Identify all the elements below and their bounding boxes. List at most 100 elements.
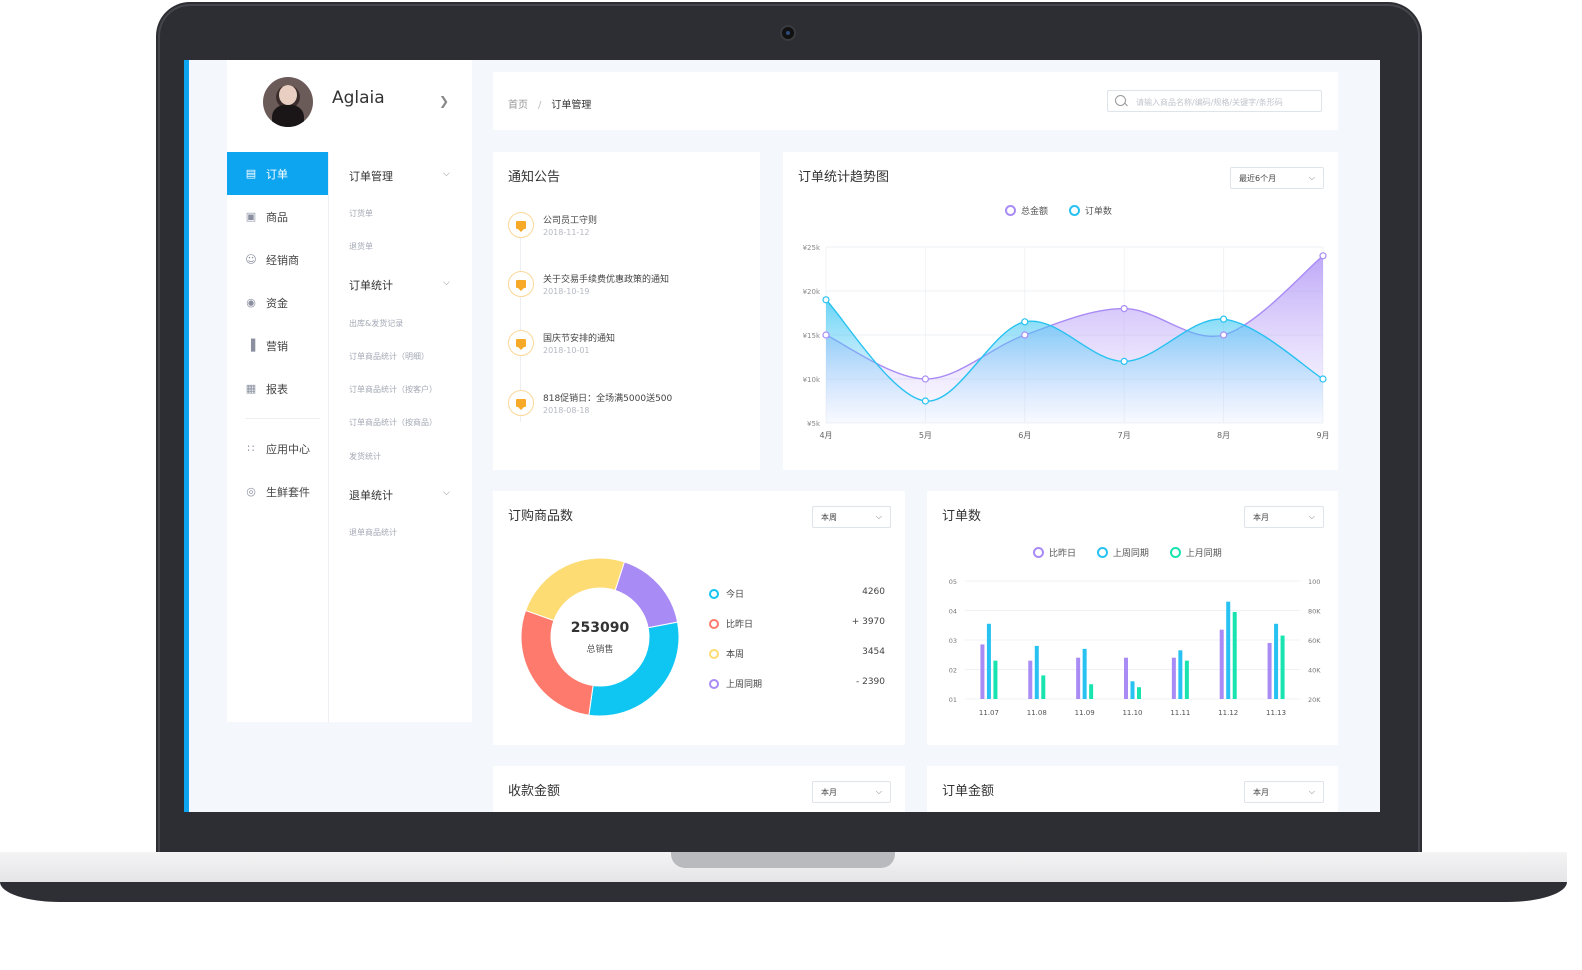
subnav-item[interactable]: 订单商品统计（按客户） xyxy=(349,385,437,394)
bar xyxy=(1219,629,1224,699)
chevron-down-icon[interactable]: ⌵ xyxy=(443,488,450,498)
notice-item-title[interactable]: 关于交易手续费优惠政策的通知 xyxy=(543,275,670,285)
x-tick-label: 9月 xyxy=(1316,431,1329,440)
legend-dot xyxy=(1068,205,1080,216)
data-point xyxy=(822,296,830,304)
y-tick-label: ¥15k xyxy=(803,332,821,340)
goods-donut-chart xyxy=(520,557,680,717)
subnav-item[interactable]: 订货单 xyxy=(349,209,373,218)
data-point xyxy=(1120,357,1128,365)
x-tick-label: 8月 xyxy=(1217,431,1230,440)
donut-center-label: 总销售 xyxy=(586,645,614,655)
legend-item[interactable]: 上周同期 xyxy=(1096,547,1149,559)
legend-label: 比昨日 xyxy=(1049,549,1077,559)
subnav-item[interactable]: 退单商品统计 xyxy=(349,528,397,537)
subnav-group-order-management[interactable]: 订单管理 xyxy=(349,170,393,183)
y-right-tick-label: 80K xyxy=(1308,608,1321,616)
username: Aglaia xyxy=(332,88,385,108)
notice-item-title[interactable]: 公司员工守则 xyxy=(543,216,598,226)
y-right-tick-label: 100 xyxy=(1308,578,1320,586)
notice-card: 通知公告 公司员工守则 2018-11-12 关于交易手续费优惠政策的通知 20… xyxy=(493,152,760,470)
camera-icon xyxy=(782,27,794,39)
data-point xyxy=(921,375,929,383)
message-icon xyxy=(508,330,534,356)
y-tick-label: ¥20k xyxy=(803,288,821,296)
goods-card: 订购商品数 本周 ⌵ 253090 总销售 今日 4260 比昨日 + 3970 本周… xyxy=(493,491,905,745)
trend-range-select[interactable]: 最近6个月 ⌵ xyxy=(1230,167,1324,189)
subnav-group-refund-stats[interactable]: 退单统计 xyxy=(349,489,393,502)
legend-dot xyxy=(1033,547,1044,558)
legend-dot xyxy=(709,679,719,689)
legend-value: 4260 xyxy=(862,587,885,597)
legend-item[interactable]: 订单数 xyxy=(1068,205,1112,217)
legend-value: + 3970 xyxy=(851,617,885,627)
subnav-item[interactable]: 订单商品统计（按商品） xyxy=(349,418,437,427)
bar xyxy=(1124,657,1128,699)
fresh-suite-icon: ◎ xyxy=(246,485,256,498)
subnav-item[interactable]: 出库&发货记录 xyxy=(349,319,404,328)
legend-label: 上周同期 xyxy=(726,680,763,690)
legend-value: 3454 xyxy=(862,647,885,657)
legend-item[interactable]: 总金额 xyxy=(1005,205,1049,217)
bar xyxy=(986,623,991,699)
nav-item-app-center[interactable]: ∷ 应用中心 xyxy=(227,427,328,470)
nav-item-label: 营销 xyxy=(266,339,288,353)
data-point xyxy=(1021,331,1029,339)
nav-item-dealer[interactable]: ☺ 经销商 xyxy=(227,238,328,281)
x-tick-label: 11.10 xyxy=(1122,709,1142,717)
nav-item-fresh-suite[interactable]: ◎ 生鲜套件 xyxy=(227,470,328,513)
receipt-title: 收款金额 xyxy=(508,784,561,799)
notice-item-title[interactable]: 818促销日：全场满5000送500 xyxy=(543,394,673,404)
chevron-down-icon[interactable]: ⌵ xyxy=(443,278,450,288)
nav-item-goods[interactable]: ▣ 商品 xyxy=(227,195,328,238)
legend-item[interactable]: 比昨日 xyxy=(1033,547,1077,559)
search-input[interactable] xyxy=(1134,93,1318,111)
message-icon xyxy=(508,390,534,416)
bar xyxy=(1076,657,1081,699)
nav-item-report[interactable]: ▦ 报表 xyxy=(227,367,328,410)
subnav-item[interactable]: 退货单 xyxy=(349,242,373,251)
primary-nav: ▤ 订单 ▣ 商品 ☺ 经销商 ◉ 资金 ▐ 营销 ▦ 报表 ∷ 应用中心 ◎ 生鲜套件 xyxy=(227,152,329,722)
select-value: 最近6个月 xyxy=(1239,174,1277,183)
subnav-group-order-stats[interactable]: 订单统计 xyxy=(349,279,393,292)
header-bar: 首页 / 订单管理 xyxy=(493,72,1338,130)
bar xyxy=(1089,684,1094,699)
message-icon xyxy=(508,271,534,297)
legend-label: 总金额 xyxy=(1021,207,1049,217)
bar xyxy=(1267,642,1272,699)
order-amount-range-select[interactable]: 本月 ⌵ xyxy=(1244,781,1324,803)
nav-item-label: 报表 xyxy=(266,382,288,396)
breadcrumb-home[interactable]: 首页 xyxy=(508,100,528,111)
receipt-range-select[interactable]: 本月 ⌵ xyxy=(812,781,891,803)
orders-legend: 比昨日 上周同期 上月同期 xyxy=(1033,546,1222,559)
chevron-down-icon: ⌵ xyxy=(1308,512,1315,521)
subnav-item[interactable]: 发货统计 xyxy=(349,452,381,461)
legend-dot xyxy=(709,649,719,659)
data-point xyxy=(1220,331,1228,339)
legend-dot xyxy=(1096,547,1108,558)
nav-item-fund[interactable]: ◉ 资金 xyxy=(227,281,328,324)
chevron-down-icon[interactable]: ⌵ xyxy=(443,169,450,179)
goods-range-select[interactable]: 本周 ⌵ xyxy=(812,506,891,528)
y-left-tick-label: 04 xyxy=(949,608,957,616)
bar xyxy=(1184,660,1189,699)
legend-dot xyxy=(709,619,719,629)
avatar[interactable] xyxy=(263,77,313,127)
orders-range-select[interactable]: 本月 ⌵ xyxy=(1244,506,1324,528)
donut-center-value: 253090 xyxy=(570,620,630,636)
nav-item-label: 经销商 xyxy=(266,253,299,267)
subnav-item[interactable]: 订单商品统计（明细） xyxy=(349,352,429,361)
bar xyxy=(1280,635,1285,699)
notice-item-title[interactable]: 国庆节安排的通知 xyxy=(543,334,616,344)
chevron-right-icon[interactable]: ❯ xyxy=(439,94,450,108)
search-box[interactable] xyxy=(1107,90,1322,112)
nav-item-order[interactable]: ▤ 订单 xyxy=(227,152,328,195)
nav-item-marketing[interactable]: ▐ 营销 xyxy=(227,324,328,367)
series-area xyxy=(826,299,1323,423)
search-icon[interactable] xyxy=(1115,95,1126,106)
legend-item[interactable]: 上月同期 xyxy=(1169,547,1222,559)
data-point xyxy=(1021,318,1029,326)
bar xyxy=(1034,645,1039,699)
nav-item-label: 应用中心 xyxy=(266,442,310,456)
user-panel[interactable]: Aglaia ❯ xyxy=(227,60,472,152)
